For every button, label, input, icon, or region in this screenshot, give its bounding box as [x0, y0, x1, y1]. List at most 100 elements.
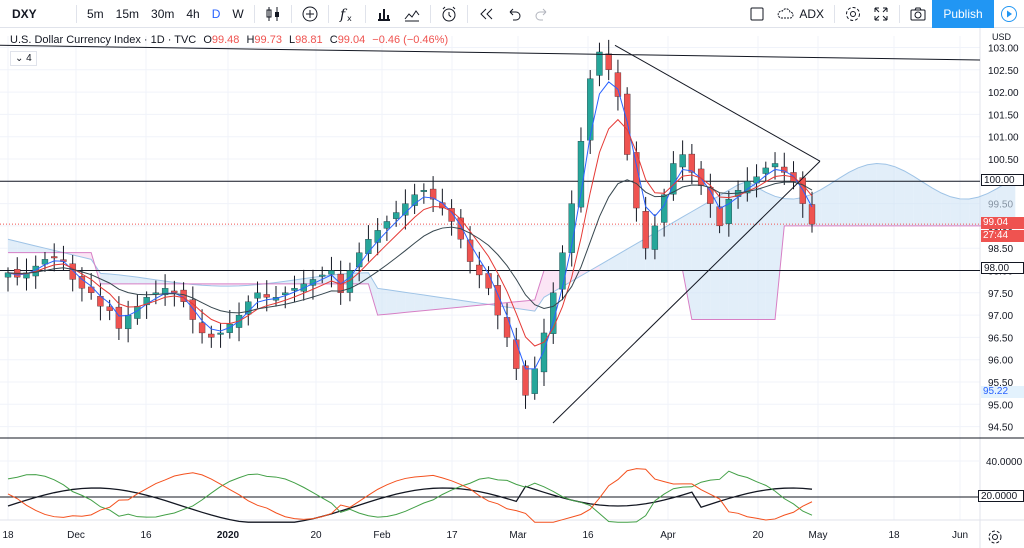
adx-line	[7, 485, 813, 523]
time-axis-tick-label: May	[809, 530, 828, 541]
candle-body	[540, 332, 548, 373]
candle-body	[189, 299, 196, 320]
ichimoku-cloud-segment	[285, 279, 295, 284]
time-axis-tick-label: 20	[310, 530, 322, 541]
candle-body	[208, 333, 215, 338]
ichimoku-cloud-segment	[876, 163, 886, 226]
templates-icon[interactable]	[398, 0, 426, 28]
indicator-name[interactable]: ADX	[799, 7, 824, 21]
price-tag-100: 100.00	[981, 174, 1024, 186]
ichimoku-cloud-segment	[932, 187, 942, 226]
time-axis-tick-label: 18	[2, 530, 14, 541]
chart-area[interactable]: 103.00 102.50 102.00 101.50 101.00 100.50 100.…	[0, 28, 1024, 548]
camera-icon[interactable]	[904, 0, 932, 28]
fullscreen-square-icon[interactable]	[743, 0, 771, 28]
toolbar-divider	[290, 4, 292, 23]
legend-low-value: 98.81	[295, 34, 323, 46]
ichimoku-cloud-segment	[100, 273, 110, 284]
time-axis-tick-label: Feb	[373, 530, 391, 541]
candle-body	[69, 263, 76, 280]
ichimoku-cloud-segment	[137, 277, 147, 284]
ichimoku-cloud-segment	[904, 170, 914, 226]
candle-body	[383, 221, 391, 229]
time-axis-tick-label: 16	[582, 530, 594, 541]
publish-button[interactable]: Publish	[932, 0, 994, 28]
candles-icon[interactable]	[259, 0, 287, 28]
expand-icon[interactable]	[867, 0, 895, 28]
ichimoku-cloud-segment	[895, 166, 905, 226]
candle-body	[587, 78, 594, 141]
price-axis-tick-label: 95.50	[988, 378, 1013, 389]
adx-axis-tick-label: 40.0000	[986, 457, 1023, 468]
interval-30m[interactable]: 30m	[151, 6, 175, 21]
legend-high-value: 99.73	[254, 34, 282, 46]
settings-gear-icon[interactable]	[839, 0, 867, 28]
candle-body	[605, 53, 612, 70]
chart-legend: U.S. Dollar Currency Index · 1D · TVC O9…	[10, 34, 448, 46]
ichimoku-cloud-segment	[664, 222, 674, 271]
ichimoku-cloud-segment	[747, 181, 757, 320]
legend-title: U.S. Dollar Currency Index · 1D · TVC	[10, 34, 197, 46]
ichimoku-cloud-segment	[858, 164, 868, 226]
candle-body	[614, 72, 622, 97]
symbol-search[interactable]: DXY	[12, 6, 37, 21]
ichimoku-cloud-segment	[433, 296, 443, 310]
indicators-toggle[interactable]: ⌄ 4	[10, 51, 37, 66]
candle-body	[282, 292, 289, 296]
candle-body	[23, 272, 30, 279]
alert-clock-icon[interactable]	[435, 0, 463, 28]
interval-1w[interactable]: W	[232, 6, 244, 21]
ichimoku-cloud-segment	[405, 292, 415, 313]
candle-body	[725, 198, 732, 224]
candle-body	[245, 301, 252, 315]
toolbar-divider	[899, 5, 900, 23]
cloud-icon[interactable]	[771, 0, 799, 28]
price-axis-tick-label: 102.00	[988, 88, 1019, 99]
ichimoku-cloud-segment	[534, 270, 544, 312]
chart-settings-gear-icon[interactable]	[986, 528, 1004, 546]
candle-body	[392, 212, 400, 219]
ichimoku-cloud-segment	[359, 272, 369, 284]
price-axis-tick-label: 94.50	[988, 423, 1013, 434]
price-axis-tick-label: 101.00	[988, 133, 1019, 144]
ichimoku-cloud-segment	[460, 300, 471, 308]
financials-icon[interactable]	[370, 0, 398, 28]
toolbar-divider	[327, 4, 329, 23]
ichimoku-cloud-segment	[959, 198, 970, 226]
legend-change: −0.46 (−0.46%)	[372, 34, 449, 46]
compare-plus-icon[interactable]	[296, 0, 324, 28]
time-axis-tick-label: 20	[752, 530, 764, 541]
redo-icon[interactable]	[528, 0, 556, 28]
candle-body	[642, 211, 649, 249]
ichimoku-cloud-segment	[377, 288, 387, 316]
time-axis-tick-label: Apr	[660, 530, 676, 541]
svg-text:f: f	[339, 7, 348, 23]
price-axis-tick-label: 103.00	[988, 44, 1019, 55]
candle-body	[596, 51, 603, 76]
candle-body	[476, 264, 483, 276]
play-icon[interactable]	[994, 0, 1024, 28]
candle-body	[171, 290, 178, 293]
interval-1d[interactable]: D	[211, 6, 221, 21]
undo-icon[interactable]	[500, 0, 528, 28]
replay-icon[interactable]	[472, 0, 500, 28]
ichimoku-cloud-segment	[128, 275, 138, 284]
ichimoku-cloud-segment	[414, 293, 424, 312]
toolbar-divider	[364, 4, 366, 23]
ichimoku-cloud-segment	[922, 182, 933, 226]
cloud-span-a-line	[7, 162, 1016, 312]
candle-body	[633, 152, 640, 209]
interval-4h[interactable]: 4h	[186, 6, 200, 21]
ichimoku-cloud-segment	[701, 200, 711, 320]
ichimoku-cloud-segment	[830, 177, 840, 226]
candle-body	[753, 176, 760, 184]
interval-15m[interactable]: 15m	[115, 6, 140, 21]
interval-5m[interactable]: 5m	[87, 6, 104, 21]
ichimoku-cloud-segment	[867, 163, 877, 226]
ichimoku-cloud-segment	[738, 181, 748, 320]
ichimoku-cloud-segment	[442, 297, 452, 309]
adx-level-tag: 20.0000	[978, 490, 1024, 502]
candle-body	[808, 204, 816, 225]
